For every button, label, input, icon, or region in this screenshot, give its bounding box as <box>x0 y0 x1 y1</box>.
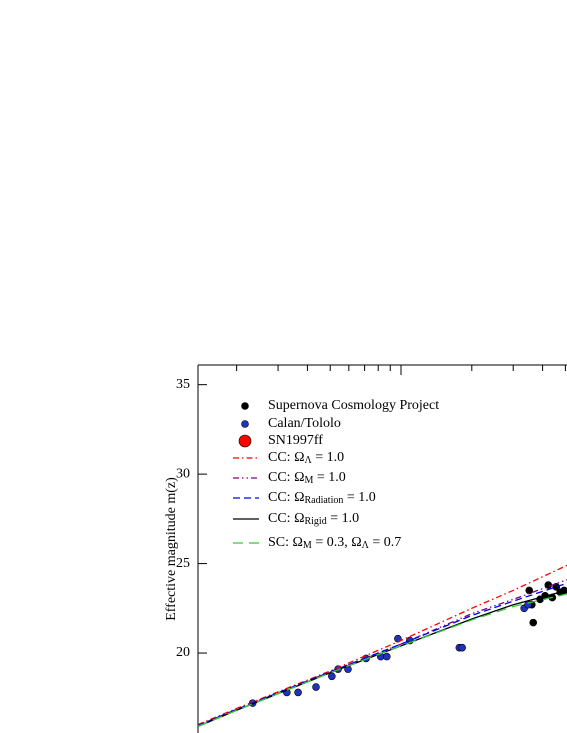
legend-text: CC: Ω <box>268 450 304 465</box>
legend-label: SC: ΩM = 0.3, ΩΛ = 0.7 <box>268 535 401 551</box>
legend-label: SN1997ff <box>268 433 323 448</box>
legend-text: = 1.0 <box>312 450 344 465</box>
legend-text: CC: Ω <box>268 490 304 505</box>
curve <box>198 564 567 726</box>
legend-text: M <box>303 540 312 551</box>
data-point <box>458 643 466 652</box>
legend-text: Radiation <box>304 495 343 506</box>
curve <box>198 579 567 727</box>
legend-marker <box>241 420 249 428</box>
legend-text: SN1997ff <box>268 433 323 448</box>
data-point <box>529 618 538 627</box>
legend-text: Calan/Tololo <box>268 416 341 431</box>
legend-marker <box>241 402 249 410</box>
legend-label: CC: ΩRigid = 1.0 <box>268 511 359 527</box>
y-tick-label: 30 <box>176 466 190 481</box>
data-point <box>552 583 560 591</box>
legend-text: M <box>304 475 313 486</box>
y-tick-label: 25 <box>176 556 190 571</box>
legend-text: Rigid <box>304 516 326 527</box>
legend-marker <box>238 434 252 448</box>
legend-text: = 1.0 <box>327 511 359 526</box>
y-tick-label: 20 <box>176 645 190 660</box>
curve <box>198 593 567 727</box>
legend-text: Λ <box>304 455 312 466</box>
data-point <box>294 688 302 697</box>
data-point <box>328 672 336 681</box>
legend-text: = 0.7 <box>369 535 401 550</box>
plot-area <box>198 564 567 727</box>
legend-text: = 0.3, Ω <box>312 535 362 550</box>
data-point <box>382 652 391 661</box>
legend-text: CC: Ω <box>268 470 304 485</box>
y-tick-label: 35 <box>176 377 190 392</box>
legend-text: Λ <box>362 540 370 551</box>
data-point <box>312 683 320 691</box>
legend-label: CC: ΩRadiation = 1.0 <box>268 490 376 506</box>
y-axis-label: Effective magnitude m(z) <box>164 477 179 621</box>
legend-label: CC: ΩM = 1.0 <box>268 470 346 486</box>
legend-label: CC: ΩΛ = 1.0 <box>268 450 344 466</box>
legend-text: Supernova Cosmology Project <box>268 398 439 413</box>
legend-label: Supernova Cosmology Project <box>268 398 439 413</box>
legend-text: = 1.0 <box>343 490 375 505</box>
legend-text: = 1.0 <box>313 470 345 485</box>
legend-text: SC: Ω <box>268 535 303 550</box>
legend-label: Calan/Tololo <box>268 416 341 431</box>
legend-text: CC: Ω <box>268 511 304 526</box>
